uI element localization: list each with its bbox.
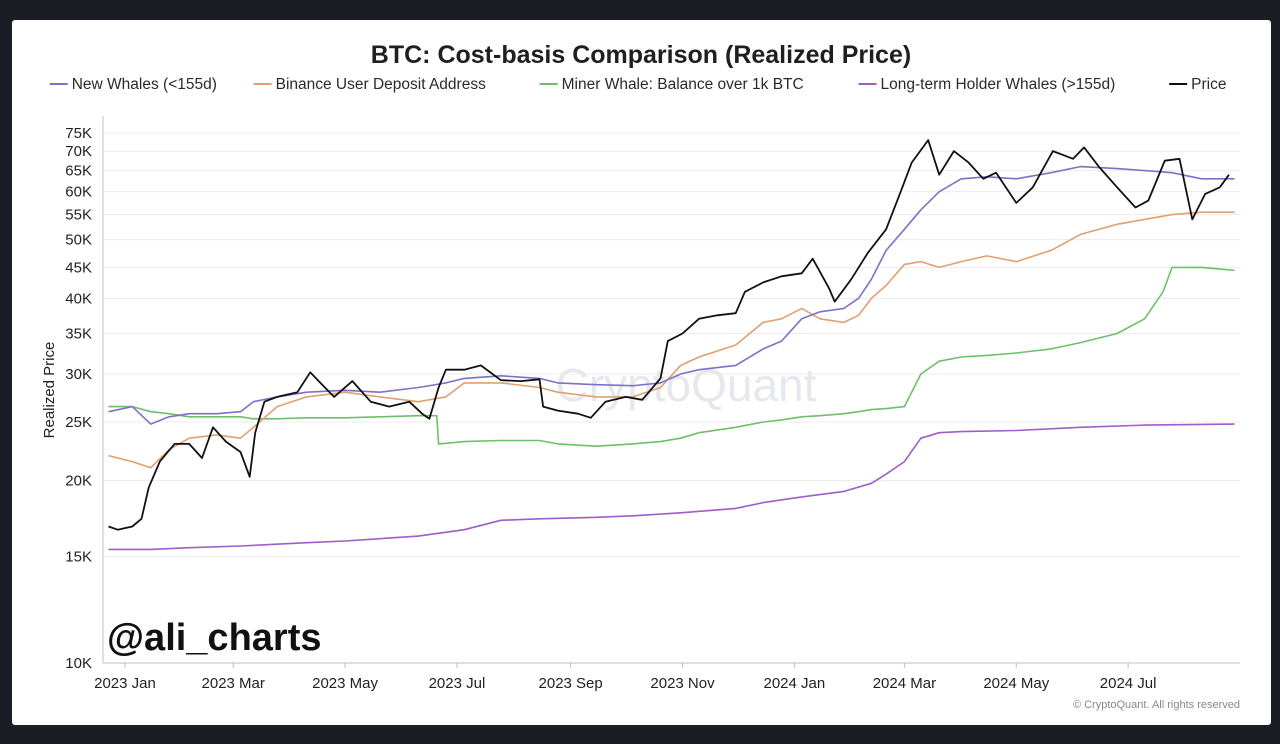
y-axis-ticks: 10K 15K 20K 25K 30K 35K 40K 45K 50K 55K 60K 65K 70K7… [65,125,92,672]
y-tick-label: 15K [65,548,92,565]
x-tick-label: 2023 Jul [429,675,486,692]
series-line-miner-whale-balance-over-1k-btc [108,266,1235,447]
gridlines [103,132,1240,557]
legend-item-price[interactable]: Price [1169,76,1227,93]
legend-label: Binance User Deposit Address [276,76,486,93]
y-tick-label: 50K [65,232,92,249]
x-tick-label: 2023 Mar [202,675,265,692]
x-tick-label: 2024 Mar [873,675,936,692]
y-tick-label: 55K [65,207,92,224]
y-tick-label: 65K [65,163,92,180]
x-tick-label: 2024 Jul [1100,675,1157,692]
chart-card: BTC: Cost-basis Comparison (Realized Pri… [12,20,1271,725]
y-tick-label: 20K [65,473,92,490]
x-tick-label: 2023 Sep [539,675,603,692]
series-line-new-whales-155d [108,165,1235,425]
series-line-long-term-holder-whales-155d [108,423,1235,551]
y-tick-label: 25K [65,414,92,431]
y-tick-label: 30K [65,366,92,383]
copyright-credit: © CryptoQuant. All rights reserved [1073,699,1240,711]
y-tick-label: 35K [65,325,92,342]
x-tick-label: 2023 May [312,675,378,692]
chart-canvas: BTC: Cost-basis Comparison (Realized Pri… [41,41,1240,711]
legend-item-binance-user-deposit-address[interactable]: Binance User Deposit Address [253,76,486,93]
legend-label: New Whales (<155d) [72,76,217,93]
legend-label: Miner Whale: Balance over 1k BTC [562,76,804,93]
legend-item-long-term-holder-whales-155d[interactable]: Long-term Holder Whales (>155d) [858,76,1116,93]
legend-item-miner-whale-balance-over-1k-btc[interactable]: Miner Whale: Balance over 1k BTC [539,76,804,93]
series-layer [108,139,1235,551]
legend-label: Price [1191,76,1226,93]
chart-title: BTC: Cost-basis Comparison (Realized Pri… [371,41,911,69]
y-axis-label: Realized Price [41,342,58,439]
series-line-binance-user-deposit-address [108,211,1235,469]
y-tick-label: 40K [65,290,92,307]
y-tick-label: 60K [65,184,92,201]
y-tick-label: 70K [65,143,92,160]
x-tick-label: 2023 Jan [94,675,156,692]
x-tick-label: 2024 May [983,675,1049,692]
author-handle: @ali_charts [107,617,322,659]
chart-legend: New Whales (<155d) Binance User Deposit A… [49,76,1227,93]
x-tick-label: 2023 Nov [650,675,715,692]
legend-label: Long-term Holder Whales (>155d) [881,76,1116,93]
y-tick-label: 75K [65,125,92,142]
y-tick-label: 10K [65,655,92,672]
x-axis-ticks: 2023 Jan 2023 Mar 2023 May 2023 Jul 2023 Sep… [94,663,1156,692]
series-line-price [108,139,1230,531]
y-tick-label: 45K [65,259,92,276]
x-tick-label: 2024 Jan [764,675,826,692]
legend-item-new-whales-155d[interactable]: New Whales (<155d) [49,76,217,93]
